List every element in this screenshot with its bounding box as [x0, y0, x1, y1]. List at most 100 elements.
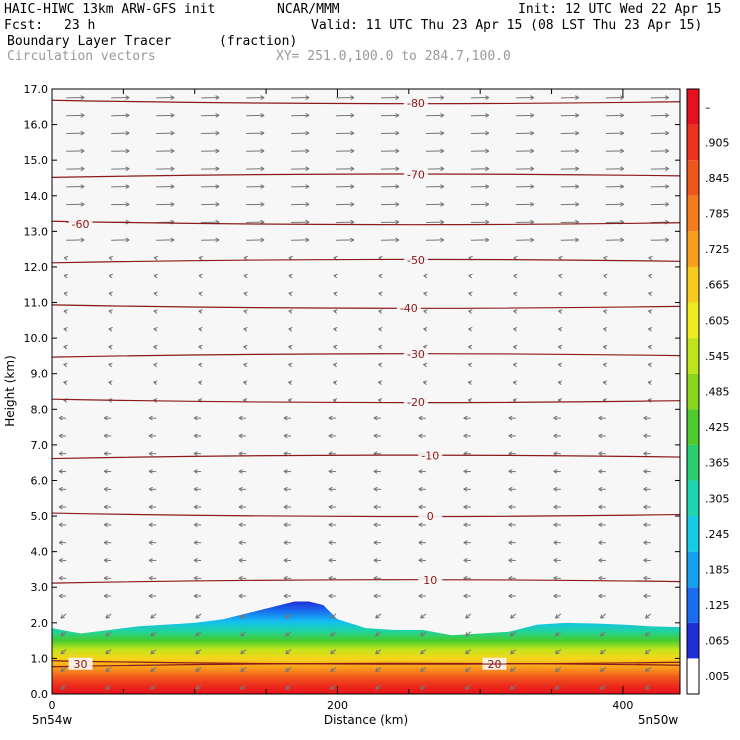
wind-vector: [63, 344, 68, 350]
wind-vector: [148, 433, 157, 439]
wind-vector: [238, 575, 247, 581]
wind-vector: [243, 309, 248, 314]
wind-vector: [515, 202, 535, 207]
wind-vector: [470, 95, 490, 100]
wind-vector: [63, 291, 68, 297]
wind-vector: [198, 255, 203, 261]
wind-vector: [423, 327, 428, 332]
wind-vector: [153, 380, 158, 386]
wind-vector: [468, 273, 473, 279]
wind-vector: [193, 540, 202, 545]
y-tick-label: 3.0: [31, 581, 49, 594]
wind-vector: [557, 362, 563, 368]
wind-vector: [648, 309, 653, 314]
wind-vector: [643, 469, 651, 474]
wind-vector: [108, 309, 113, 314]
wind-vector: [425, 219, 445, 225]
wind-vector: [373, 415, 382, 421]
wind-vector: [598, 433, 606, 439]
wind-vector: [647, 362, 653, 368]
colorbar-label: .185: [705, 563, 730, 576]
wind-vector: [650, 148, 669, 154]
wind-vector: [470, 202, 490, 207]
wind-vector: [418, 486, 426, 492]
y-tick-label: 0.0: [31, 688, 49, 701]
isotherm-label-bg: [403, 348, 428, 361]
wind-vector: [380, 237, 400, 243]
init-time: Init: 12 UTC Wed 22 Apr 15: [518, 2, 722, 17]
wind-vector: [201, 184, 220, 189]
wind-vector: [418, 469, 426, 474]
colorbar-label: .545: [705, 350, 730, 363]
colorbar-label: .365: [705, 457, 730, 470]
wind-vector: [553, 522, 561, 528]
wind-vector: [513, 327, 518, 332]
wind-vector: [598, 451, 606, 457]
wind-vector: [605, 202, 625, 207]
wind-vector: [150, 631, 157, 637]
wind-vector: [643, 593, 651, 599]
wind-vector: [103, 558, 112, 563]
wind-vector: [467, 380, 473, 386]
wind-vector: [328, 486, 337, 492]
wind-vector: [553, 558, 561, 563]
wind-vector: [156, 202, 175, 207]
wind-vector: [373, 433, 382, 439]
wind-vector: [246, 166, 265, 172]
wind-vector: [515, 184, 535, 189]
wind-vector: [201, 237, 220, 243]
wind-vector: [418, 433, 426, 439]
wind-vector: [238, 558, 247, 563]
colorbar-swatch: [687, 266, 699, 303]
wind-vector: [605, 130, 625, 136]
wind-vector: [598, 540, 606, 545]
y-tick-label: 9.0: [31, 368, 49, 381]
wind-vector: [198, 273, 203, 279]
wind-vector: [470, 219, 490, 225]
wind-vector: [328, 540, 337, 545]
wind-vector: [336, 95, 355, 100]
wind-vector: [103, 451, 112, 457]
wind-vector: [650, 202, 669, 207]
y-tick-label: 5.0: [31, 510, 49, 523]
wind-vector: [508, 593, 516, 599]
isotherm-label: -40: [400, 302, 418, 315]
wind-vector: [373, 593, 382, 599]
wind-vector: [238, 415, 247, 421]
wind-vector: [418, 415, 426, 421]
wind-vector: [470, 237, 490, 243]
wind-vector: [198, 309, 203, 314]
wind-vector: [193, 486, 202, 492]
wind-vector: [111, 166, 130, 172]
colorbar-label: .605: [705, 314, 730, 327]
colorbar-label: .005: [705, 670, 730, 683]
wind-vector: [58, 522, 67, 528]
wind-vector: [558, 309, 563, 314]
wind-vector: [60, 631, 67, 637]
wind-vector: [288, 291, 293, 297]
wind-vector: [515, 237, 535, 243]
wind-vector: [510, 649, 517, 655]
wind-vector: [66, 184, 85, 189]
wind-vector: [246, 184, 265, 189]
wind-vector: [198, 291, 203, 297]
wind-vector: [156, 95, 175, 100]
isotherm-label: -50: [407, 254, 425, 267]
wind-vector: [246, 95, 265, 100]
wind-vector: [420, 666, 427, 673]
wind-vector: [425, 130, 445, 136]
wind-vector: [195, 613, 202, 619]
wind-vector: [380, 219, 400, 225]
wind-vector: [105, 684, 112, 690]
forecast-label: Fcst:: [4, 18, 44, 33]
wind-vector: [111, 113, 130, 118]
wind-vector: [63, 362, 68, 368]
wind-vector: [650, 95, 669, 100]
colorbar-swatch: [687, 409, 699, 445]
wind-vector: [153, 273, 158, 279]
tracer-region: [52, 601, 680, 694]
colorbar-label: .485: [705, 386, 730, 399]
wind-vector: [375, 684, 382, 690]
wind-vector: [598, 415, 606, 421]
